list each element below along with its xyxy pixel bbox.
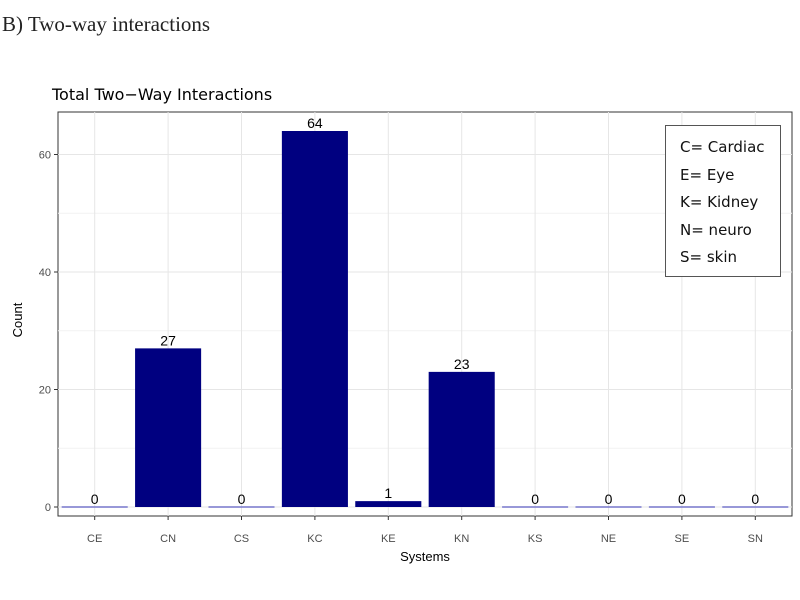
x-axis-title: Systems [400, 549, 450, 564]
legend-item-skin: S= skin [680, 248, 738, 266]
x-tick-label: KC [307, 533, 322, 545]
plot-border [57, 111, 793, 517]
x-tick-label: NE [601, 533, 616, 545]
x-axis: CE CN CS KC KE KN KS NE SE SN [87, 516, 763, 545]
x-tick-label: SE [675, 533, 690, 545]
y-tick-label: 20 [39, 385, 51, 397]
legend-item-neuro: N= neuro [680, 220, 752, 239]
chart-title: Total Two−Way Interactions [51, 85, 272, 104]
bar-label-se: 0 [678, 491, 686, 507]
bar-kc [281, 131, 348, 507]
legend: C= Cardiac E= Eye K= Kidney N= neuro S= … [665, 125, 781, 277]
bar-label-ks: 0 [531, 491, 539, 507]
x-tick-label: CE [87, 533, 102, 545]
legend-item-cardiac: C= Cardiac [680, 138, 765, 156]
y-tick-label: 40 [39, 267, 51, 279]
y-axis-title: Count [10, 302, 25, 337]
x-tick-label: KN [454, 533, 469, 545]
bar-cn [135, 348, 202, 507]
legend-item-eye: E= Eye [680, 165, 735, 184]
y-tick-label: 60 [39, 150, 51, 162]
bar-label-kn: 23 [454, 356, 470, 372]
y-tick-label: 0 [45, 502, 51, 514]
bar-label-kc: 64 [307, 115, 323, 131]
bar-label-cn: 27 [160, 332, 176, 348]
x-tick-label: KS [528, 533, 543, 545]
legend-item-kidney: K= Kidney [680, 193, 759, 211]
bars [61, 131, 789, 508]
bar-kn [428, 371, 495, 507]
x-tick-label: CN [160, 533, 176, 545]
x-tick-label: CS [234, 533, 249, 545]
bar-label-ce: 0 [91, 491, 99, 507]
y-axis: 0 20 40 60 [39, 150, 58, 514]
x-tick-label: SN [748, 533, 763, 545]
x-tick-label: KE [381, 533, 396, 545]
bar-label-ne: 0 [605, 491, 613, 507]
bar-labels: 0 27 0 64 1 23 0 0 0 0 [91, 115, 760, 507]
bar-label-cs: 0 [238, 491, 246, 507]
panel-heading: B) Two-way interactions [2, 12, 211, 36]
bar-label-ke: 1 [384, 485, 392, 501]
bar-label-sn: 0 [751, 491, 759, 507]
bar-ke [355, 501, 422, 507]
